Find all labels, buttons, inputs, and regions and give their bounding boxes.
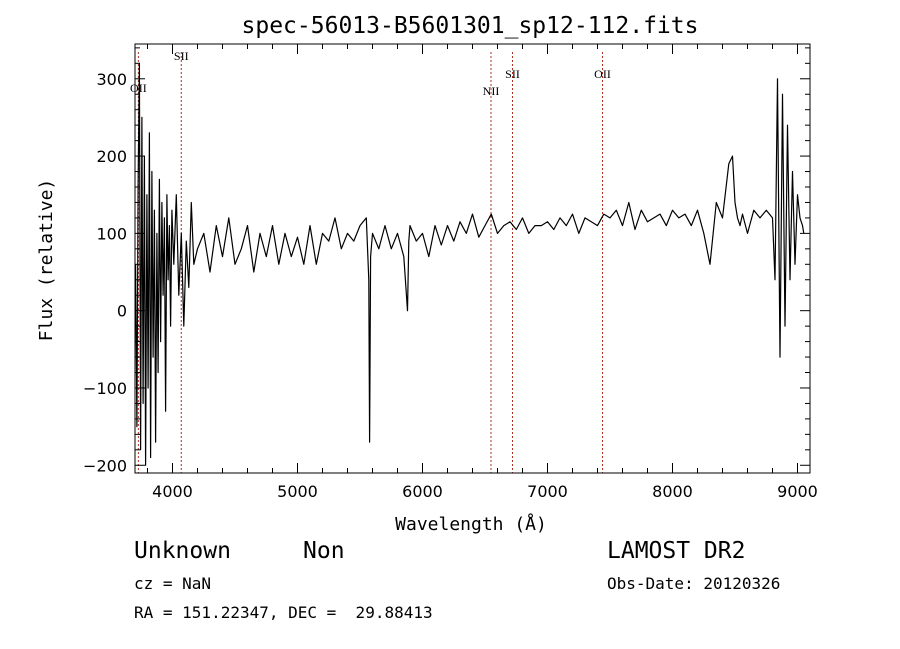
spectrum-line <box>135 62 805 466</box>
x-tick-label: 5000 <box>277 482 318 501</box>
redshift-readout: cz = NaN <box>134 574 212 593</box>
y-tick-label: −100 <box>83 379 127 398</box>
axes: 4000 5000 6000 7000 8000 9000 −200 −100 0 100 200 3… <box>83 43 818 501</box>
chart-title: spec-56013-B5601301_sp12-112.fits <box>242 13 699 39</box>
y-tick-label: 200 <box>96 147 127 166</box>
line-marker-label: OII <box>594 67 611 81</box>
emission-line-markers: OII SII NII SII OII <box>130 49 611 473</box>
line-marker-label: SII <box>505 67 520 81</box>
object-class: Unknown <box>134 538 231 564</box>
y-tick-label: 0 <box>117 302 127 321</box>
y-tick-label: −200 <box>83 456 127 475</box>
object-subclass: Non <box>303 538 345 564</box>
x-tick-label: 9000 <box>777 482 818 501</box>
x-axis-label: Wavelength (Å) <box>395 513 547 535</box>
y-axis-label: Flux (relative) <box>36 179 57 342</box>
x-tick-label: 7000 <box>527 482 568 501</box>
observation-date: Obs-Date: 20120326 <box>607 574 781 593</box>
coordinates-readout: RA = 151.22347, DEC = 29.88413 <box>134 603 433 622</box>
y-tick-label: 100 <box>96 224 127 243</box>
survey-name: LAMOST DR2 <box>607 538 746 564</box>
y-tick-label: 300 <box>96 70 127 89</box>
line-marker-label: NII <box>483 84 500 98</box>
line-marker-label: SII <box>174 49 189 63</box>
x-tick-label: 4000 <box>152 482 193 501</box>
x-tick-label: 6000 <box>402 482 443 501</box>
line-marker-label: OII <box>130 81 147 95</box>
spectrum-series <box>135 62 805 466</box>
x-tick-label: 8000 <box>652 482 693 501</box>
